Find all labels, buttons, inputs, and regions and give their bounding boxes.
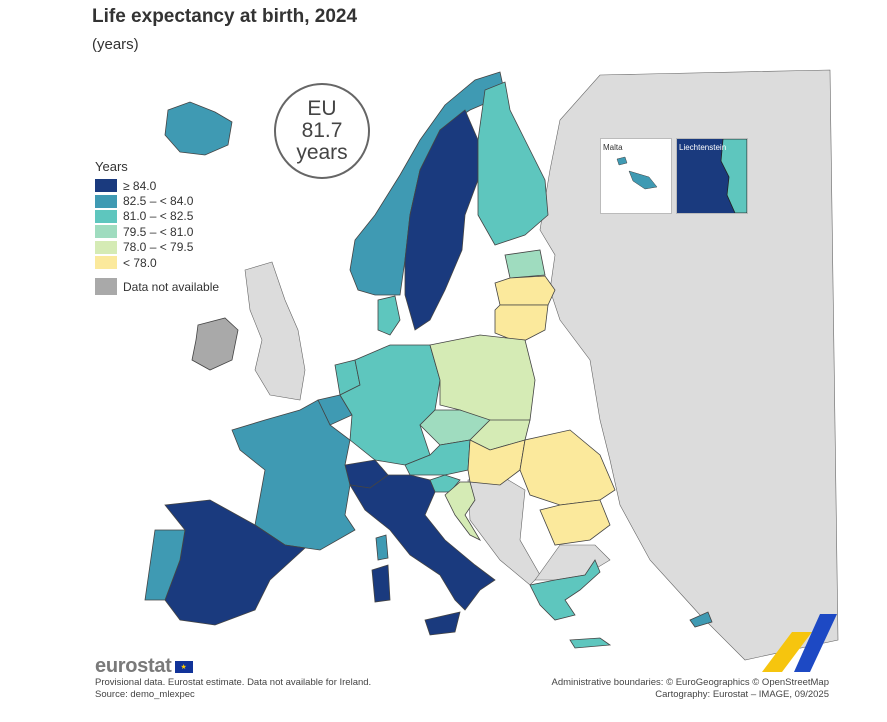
legend-item: 81.0 – < 82.5 <box>95 209 219 224</box>
region-croatia <box>444 481 482 541</box>
legend-label: 82.5 – < 84.0 <box>123 194 194 209</box>
legend-label-na: Data not available <box>123 279 220 294</box>
region-denmark <box>377 295 401 336</box>
legend-swatch <box>95 194 117 208</box>
liechtenstein-inset: Liechtenstein <box>676 138 748 214</box>
liechtenstein-inset-label: Liechtenstein <box>679 143 727 152</box>
region-corsica <box>375 534 389 561</box>
malta-inset-label: Malta <box>603 143 623 152</box>
malta-inset: Malta <box>600 138 672 214</box>
legend-item: 78.0 – < 79.5 <box>95 240 219 255</box>
legend-item: 82.5 – < 84.0 <box>95 193 219 208</box>
region-sardinia <box>371 564 391 603</box>
eu-average-badge: EU 81.7 years <box>274 83 370 179</box>
eurostat-wordmark: eurostat <box>95 655 172 677</box>
non-member-land <box>244 69 839 661</box>
footer-note: Provisional data. Eurostat estimate. Dat… <box>95 677 372 688</box>
region-sicily <box>424 611 461 636</box>
region-estonia <box>504 249 546 279</box>
eurostat-logo: eurostat ★ <box>95 655 193 678</box>
region-cyprus <box>689 611 713 628</box>
legend-swatch <box>95 225 117 239</box>
legend-swatch <box>95 240 117 254</box>
legend-label: < 78.0 <box>123 255 157 270</box>
legend-label: 81.0 – < 82.5 <box>123 209 194 224</box>
region-portugal <box>144 529 186 601</box>
region-lithuania <box>494 304 549 344</box>
legend-swatch <box>95 209 117 223</box>
map-legend: Years ≥ 84.0 82.5 – < 84.0 81.0 – < 82.5… <box>95 159 220 296</box>
eu-badge-value: 81.7 <box>301 119 343 142</box>
legend-item: < 78.0 <box>95 255 219 270</box>
legend-item: 79.5 – < 81.0 <box>95 224 219 239</box>
region-france <box>231 399 356 551</box>
eu-badge-label: EU <box>307 97 337 120</box>
footer-credits: Administrative boundaries: © EuroGeograp… <box>552 677 830 701</box>
region-bulgaria <box>539 499 611 546</box>
region-latvia <box>494 275 556 306</box>
eurostat-stripes-icon <box>762 614 837 672</box>
legend-label: 78.0 – < 79.5 <box>123 240 194 255</box>
footer-cartography: Cartography: Eurostat – IMAGE, 09/2025 <box>655 689 829 700</box>
region-ireland <box>191 317 239 371</box>
eu-flag-icon: ★ <box>174 660 193 673</box>
region-iceland <box>164 101 233 156</box>
footer-notes: Provisional data. Eurostat estimate. Dat… <box>95 677 371 701</box>
legend-swatch <box>95 256 117 270</box>
malta-inset-map <box>616 156 658 190</box>
legend-label: 79.5 – < 81.0 <box>123 224 194 239</box>
map-subtitle: (years) <box>92 36 139 53</box>
legend-item-na: Data not available <box>95 278 220 296</box>
footer-boundaries: Administrative boundaries: © EuroGeograp… <box>551 677 830 688</box>
region-finland <box>477 81 549 246</box>
legend-item: ≥ 84.0 <box>95 178 219 193</box>
legend-swatch <box>95 179 117 193</box>
region-italy <box>349 474 496 611</box>
footer-source: Source: demo_mlexpec <box>95 689 195 700</box>
map-regions <box>144 71 713 649</box>
region-romania <box>519 429 616 506</box>
region-sweden <box>404 109 479 331</box>
legend-title: Years <box>95 159 128 174</box>
region-greece <box>529 559 601 621</box>
map-title: Life expectancy at birth, 2024 <box>92 6 358 27</box>
legend-label: ≥ 84.0 <box>123 178 157 193</box>
region-crete <box>569 637 612 649</box>
legend-swatch-na <box>95 278 117 296</box>
eu-badge-unit: years <box>296 141 348 164</box>
